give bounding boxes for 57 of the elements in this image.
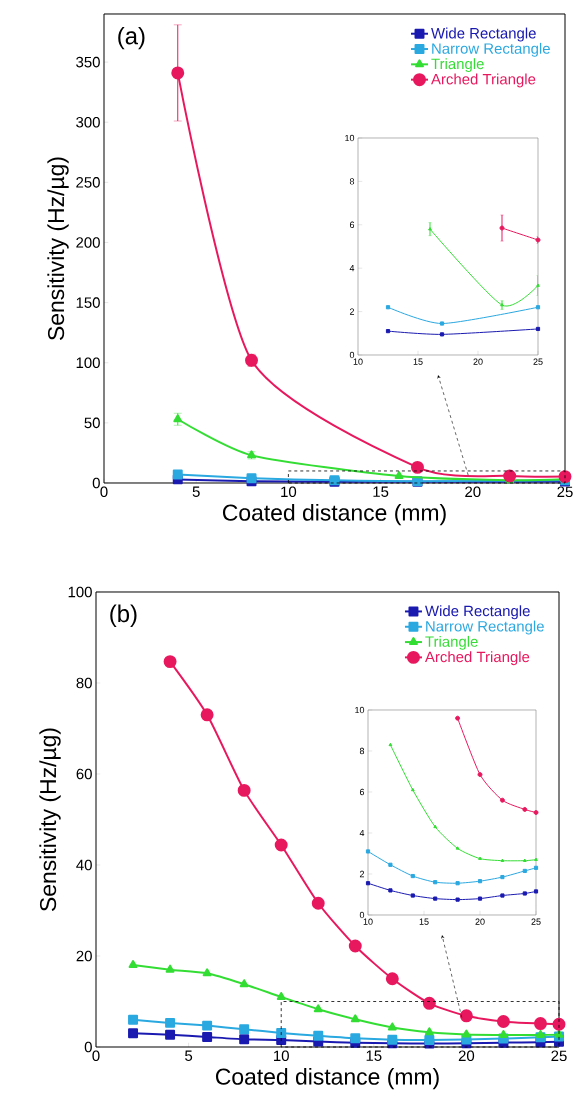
x-axis-title: Coated distance (mm) xyxy=(222,503,446,526)
y-tick-label: 8 xyxy=(359,747,365,755)
y-tick-label: 250 xyxy=(76,177,100,188)
y-tick-label: 2 xyxy=(349,308,355,315)
annotation: (a) xyxy=(118,26,145,50)
legend-label: Arched Triangle xyxy=(431,73,536,88)
x-tick-label: 15 xyxy=(413,358,423,365)
y-tick-label: 200 xyxy=(76,237,100,248)
x-tick-label: 15 xyxy=(419,918,429,925)
x-tick-label: 15 xyxy=(366,1050,382,1061)
legend-label: Triangle xyxy=(431,58,484,73)
y-tick-label: 2 xyxy=(359,870,365,878)
y-tick-label: 40 xyxy=(76,859,92,871)
x-tick-label: 25 xyxy=(551,1050,567,1062)
y-tick-label: 0 xyxy=(349,351,355,359)
y-tick-label: 10 xyxy=(345,134,355,142)
legend-label: Narrow Rectangle xyxy=(432,42,550,57)
y-tick-label: 60 xyxy=(76,768,92,780)
y-tick-label: 6 xyxy=(359,788,365,796)
y-tick-label: 150 xyxy=(76,297,100,308)
annotation: (b) xyxy=(110,604,137,627)
y-tick-label: 350 xyxy=(76,56,100,68)
x-tick-label: 25 xyxy=(557,486,573,498)
y-tick-label: 300 xyxy=(76,116,100,128)
legend-label: Wide Rectangle xyxy=(425,605,530,620)
legend-label: Triangle xyxy=(425,635,478,650)
x-tick-label: 5 xyxy=(192,486,200,497)
y-tick-label: 20 xyxy=(76,950,92,962)
y-tick-label: 100 xyxy=(76,357,100,369)
y-tick-label: 0 xyxy=(84,1041,92,1053)
x-tick-label: 25 xyxy=(533,358,543,365)
y-tick-label: 0 xyxy=(92,477,100,489)
x-tick-label: 10 xyxy=(274,1050,289,1062)
y-tick-label: 4 xyxy=(349,265,355,272)
y-tick-label: 4 xyxy=(359,829,365,837)
x-tick-label: 20 xyxy=(458,1050,475,1062)
x-tick-label: 15 xyxy=(373,486,389,497)
x-axis-title: Coated distance (mm) xyxy=(215,1067,439,1090)
y-tick-label: 10 xyxy=(355,706,365,714)
legend-label: Wide Rectangle xyxy=(431,27,536,42)
y-tick-label: 8 xyxy=(349,178,355,185)
x-tick-label: 0 xyxy=(100,486,108,498)
y-axis-title: Sensitivity (Hz/µg) xyxy=(47,157,69,340)
y-tick-label: 100 xyxy=(68,586,92,598)
x-tick-label: 5 xyxy=(185,1050,193,1061)
x-tick-label: 20 xyxy=(465,486,481,498)
x-tick-label: 25 xyxy=(531,918,541,925)
x-tick-label: 10 xyxy=(281,486,297,498)
legend-label: Narrow Rectangle xyxy=(426,620,544,635)
x-tick-label: 20 xyxy=(475,918,485,925)
y-tick-label: 50 xyxy=(84,417,100,429)
y-tick-label: 80 xyxy=(76,677,92,689)
x-tick-label: 20 xyxy=(473,358,483,365)
y-tick-label: 0 xyxy=(359,911,365,919)
y-tick-label: 6 xyxy=(349,221,355,228)
legend-label: Arched Triangle xyxy=(424,651,530,666)
y-axis-title: Sensitivity (Hz/µg) xyxy=(39,728,61,911)
